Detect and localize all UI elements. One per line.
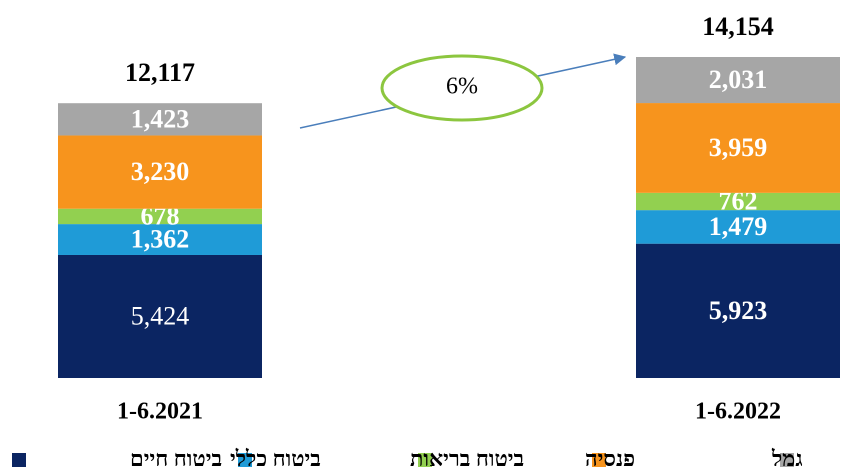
value-label: 1,423	[131, 104, 190, 133]
value-label: 1,362	[131, 225, 190, 254]
value-label: 3,959	[709, 133, 768, 162]
bar-segment	[636, 103, 840, 193]
legend-swatch	[780, 453, 794, 467]
growth-ellipse	[380, 54, 544, 122]
legend-label: ביטוח כללי	[230, 446, 321, 471]
value-label: 1,479	[709, 212, 768, 241]
legend-label: ביטוח בריאות	[410, 446, 524, 471]
legend-label: פנסיה	[585, 446, 635, 471]
total-label: 12,117	[125, 58, 195, 87]
category-label: 1-6.2021	[117, 399, 203, 425]
bar-segment	[636, 57, 840, 104]
value-label: 2,031	[709, 65, 768, 94]
bar-segment	[58, 254, 262, 378]
legend-swatch	[12, 453, 26, 467]
growth-label: 6%	[446, 74, 478, 100]
bar-segment	[58, 224, 262, 255]
bar-segment	[636, 192, 840, 211]
bar-segment	[58, 103, 262, 136]
legend-swatch	[592, 453, 606, 467]
category-label: 1-6.2022	[695, 399, 781, 425]
legend-label: גמל	[771, 446, 803, 471]
value-label: 5,923	[709, 296, 768, 325]
bar-segment	[636, 210, 840, 244]
legend-label: ביטוח חיים	[130, 446, 222, 471]
value-label: 3,230	[131, 157, 190, 186]
bar-segment	[58, 135, 262, 209]
value-label: 5,424	[131, 301, 190, 330]
bar-segment	[58, 208, 262, 225]
total-label: 14,154	[702, 12, 774, 41]
legend-swatch	[418, 453, 432, 467]
legend-swatch	[238, 453, 252, 467]
bar-segment	[636, 243, 840, 378]
